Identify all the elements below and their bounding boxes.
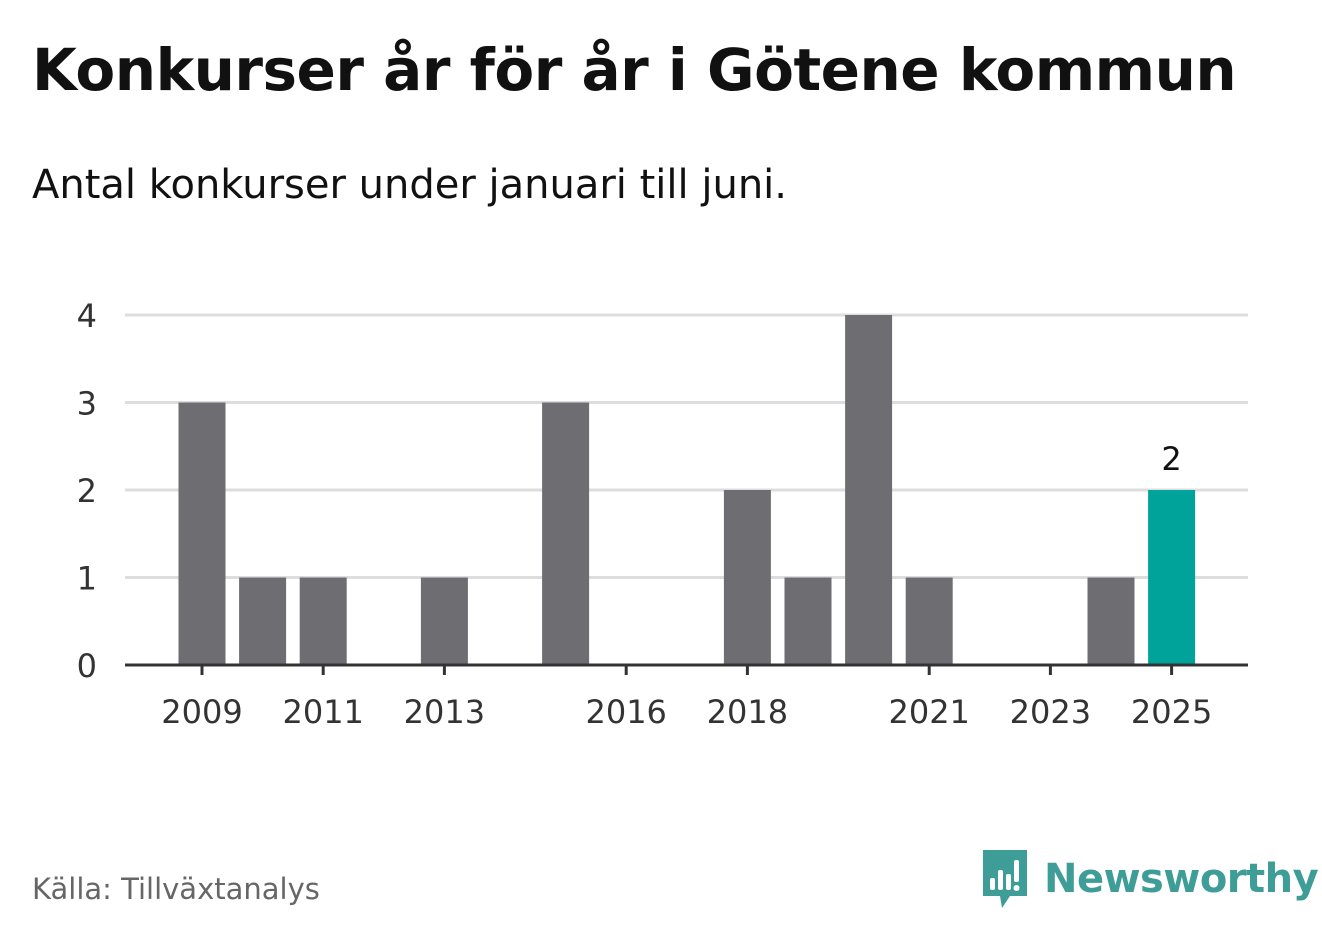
y-tick-label: 0 [77,647,97,685]
bar-2013 [420,577,468,665]
bar-2015 [542,402,590,665]
x-tick-label: 2018 [707,693,788,731]
y-tick-label: 2 [77,472,97,510]
x-tick-label: 2023 [1010,693,1091,731]
y-tick-label: 1 [77,560,97,598]
x-tick-label: 2011 [282,693,363,731]
brand-name: Newsworthy [1044,856,1319,902]
labels: 0 1 2 3 4 2009 2011 2013 2016 2018 2021 2023 2025 2 [77,297,1213,731]
newsworthy-logo-icon [983,850,1027,908]
bars [178,315,1196,665]
axes [125,663,1248,675]
bar-2018 [723,490,771,665]
bar-2025 [1148,490,1196,665]
chart-subtitle: Antal konkurser under januari till juni. [32,162,787,208]
data-label: 2 [1161,440,1181,478]
bar-2019 [784,577,832,665]
y-tick-label: 4 [77,297,97,335]
brand-logo: Newsworthy [980,848,1319,910]
x-tick-label: 2021 [888,693,969,731]
bar-2021 [905,577,953,665]
x-tick-label: 2025 [1131,693,1212,731]
x-tick-label: 2009 [161,693,242,731]
bar-2009 [178,402,226,665]
bar-2020 [845,315,893,665]
chart-title: Konkurser år för år i Götene kommun [32,36,1237,104]
bar-2010 [239,577,287,665]
bar-2011 [299,577,347,665]
grid-lines [125,313,1248,579]
bar-chart: 0 1 2 3 4 2009 2011 2013 2016 2018 2021 2023 2025 2 [77,297,1248,731]
x-tick-label: 2016 [585,693,666,731]
y-tick-label: 3 [77,385,97,423]
x-tick-label: 2013 [404,693,485,731]
bar-2024 [1087,577,1135,665]
source-note: Källa: Tillväxtanalys [32,872,320,906]
